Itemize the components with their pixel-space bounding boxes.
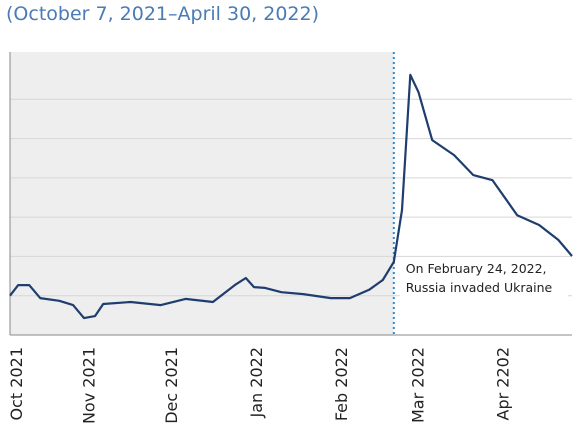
x-tick-label: Jan 2022 [247,347,266,418]
x-tick-label: Nov 2021 [80,347,99,424]
x-tick-label: Oct 2021 [7,347,26,420]
annotation: Russia invaded Ukraine [406,280,553,295]
x-tick-label: Apr 2202 [493,347,512,420]
x-tick-label: Dec 2021 [162,347,181,424]
shaded-period [10,52,394,335]
x-tick-label: Mar 2022 [409,347,428,423]
annotation: On February 24, 2022, [406,261,547,276]
chart-subtitle: (October 7, 2021–April 30, 2022) [6,3,319,25]
annotation-box [399,258,568,298]
data-line [9,73,573,320]
x-tick-label: Feb 2022 [332,347,351,421]
